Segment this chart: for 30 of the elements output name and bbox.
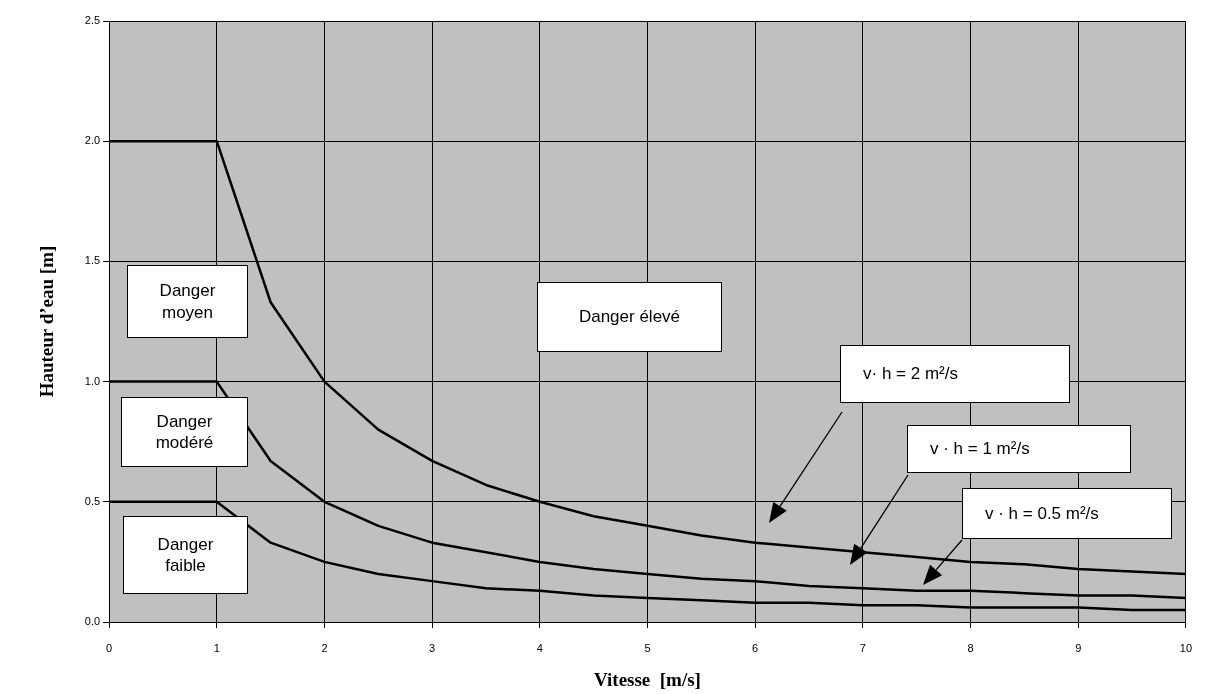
x-tick-label: 5 [644,641,651,654]
text-box: Danger élevé [537,282,722,352]
y-tick-label: 1.0 [84,374,101,387]
x-tick-label: 1 [213,641,220,654]
x-tick-label: 6 [752,641,759,654]
text-box: Danger modéré [121,397,248,467]
x-tick-label: 7 [859,641,866,654]
y-tick-label: 0.0 [84,615,101,628]
annotation: Danger faible [156,533,215,577]
text-box: v· h = 2 m²/s [840,345,1070,403]
x-tick-label: 8 [967,641,974,654]
x-tick-label: 9 [1075,641,1082,654]
x-axis-title: Vitesse [m/s] [594,668,701,690]
y-tick-label: 0.5 [84,494,101,507]
x-tick-label: 2 [321,641,328,654]
text-box: Danger moyen [127,265,248,338]
x-tick-label: 10 [1179,641,1193,654]
y-tick-label: 2.0 [84,134,101,147]
y-axis-title: Hauteur d’eau [m] [36,245,58,398]
y-tick-label: 2.5 [84,14,101,27]
x-tick-label: 4 [536,641,543,654]
text-box: v · h = 1 m²/s [907,425,1131,473]
text-box: Danger faible [123,516,248,594]
x-tick-label: 3 [429,641,436,654]
text-box: v · h = 0.5 m²/s [962,488,1172,539]
annotation: Danger moyen [158,280,217,323]
x-tick-label: 0 [106,641,113,654]
y-tick-label: 1.5 [84,254,101,267]
annotation: Danger modéré [154,410,215,454]
annotation: Danger élevé [578,306,681,328]
